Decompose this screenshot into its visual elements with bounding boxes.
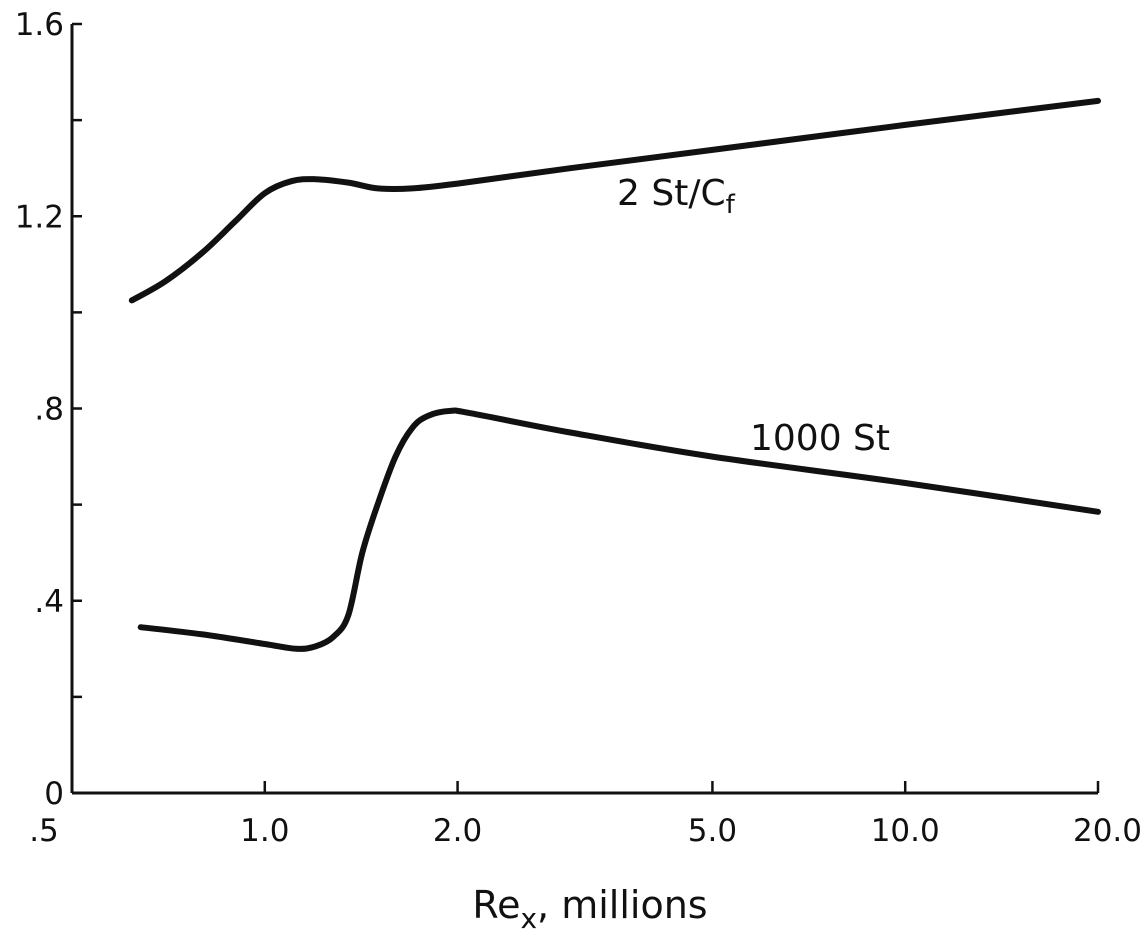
x-axis-title-sub: x [520, 902, 537, 935]
y-tick-label: .8 [34, 392, 64, 428]
series-line-2st-cf [128, 97, 1101, 304]
series-lines [128, 97, 1101, 652]
y-ticks: 0 .4 .8 1.2 1.6 [15, 7, 82, 812]
x-axis-title-rest: , millions [537, 883, 708, 927]
series-line-1000st [137, 407, 1101, 652]
y-tick-label: .4 [34, 584, 64, 620]
y-tick-label: 1.2 [15, 199, 64, 235]
axes [70, 24, 1098, 795]
series-label-1000st: 1000 St [750, 418, 890, 459]
x-tick-label: .5 [29, 813, 59, 849]
x-ticks: .5 1.0 2.0 5.0 10.0 20.0 [29, 781, 1142, 849]
x-tick-label: 20.0 [1073, 813, 1142, 849]
series-label-2st-cf-main: 2 St/C [617, 173, 726, 214]
x-axis-title: Rex, millions [472, 883, 707, 935]
x-tick-label: 5.0 [688, 813, 737, 849]
x-axis-title-main: Re [472, 883, 520, 927]
x-tick-label: 1.0 [240, 813, 289, 849]
series-label-2st-cf-sub: f [726, 190, 736, 220]
series-label-2st-cf: 2 St/Cf [617, 173, 736, 220]
y-tick-label: 0 [44, 776, 64, 812]
x-tick-label: 2.0 [433, 813, 482, 849]
x-tick-label: 10.0 [871, 813, 940, 849]
y-tick-label: 1.6 [15, 7, 64, 43]
